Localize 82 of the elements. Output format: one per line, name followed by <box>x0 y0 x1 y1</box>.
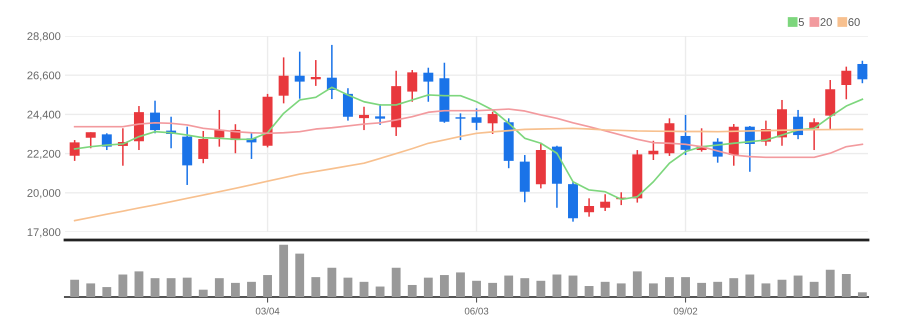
candlestick <box>600 193 610 212</box>
candlestick <box>841 66 852 100</box>
bar <box>102 287 112 297</box>
candlestick <box>294 50 305 100</box>
y-tick-label: 22,200 <box>27 150 60 160</box>
x-tick-label: 09/02 <box>674 307 698 315</box>
candlestick <box>407 69 418 103</box>
candlestick <box>310 59 321 87</box>
bar <box>858 292 867 297</box>
bar <box>568 276 578 297</box>
x-tick-label: 06/03 <box>464 307 488 315</box>
bar <box>778 280 786 297</box>
bar <box>376 286 385 297</box>
bar <box>182 278 192 297</box>
bar <box>504 276 514 297</box>
bar <box>826 270 835 297</box>
y-tick-label: 20,000 <box>27 189 60 198</box>
y-tick-label: 28,800 <box>27 32 60 42</box>
legend-label: 20 <box>820 18 832 26</box>
bar <box>279 244 288 297</box>
bar <box>440 275 449 297</box>
bar <box>842 274 851 297</box>
candlestick <box>86 131 96 150</box>
y-tick-label: 26,600 <box>27 71 60 81</box>
candlestick <box>70 139 80 162</box>
bar <box>295 254 304 297</box>
bar <box>616 283 626 297</box>
y-tick-label: 17,800 <box>28 228 60 238</box>
candlestick <box>278 56 289 104</box>
bar <box>214 278 224 297</box>
bar <box>344 278 352 297</box>
bar <box>166 278 176 297</box>
bar <box>520 278 530 297</box>
bar <box>697 282 706 297</box>
bar <box>247 282 256 297</box>
bar <box>681 277 690 297</box>
candlestick <box>472 108 482 131</box>
bar <box>552 274 562 297</box>
bar <box>150 278 160 297</box>
bar <box>86 283 96 297</box>
bar <box>632 271 642 297</box>
bar <box>536 280 546 297</box>
line-series <box>74 108 864 158</box>
candlestick <box>214 109 224 148</box>
bar <box>424 278 433 297</box>
bar <box>134 271 144 297</box>
legend-label: 60 <box>848 18 860 26</box>
x-tick-label: 03/04 <box>256 307 280 315</box>
bar <box>472 280 481 297</box>
bar <box>488 282 498 297</box>
bar <box>263 275 272 297</box>
y-tick-label: 24,400 <box>27 110 60 120</box>
candlestick <box>584 198 594 218</box>
bar <box>230 282 240 297</box>
candlestick <box>648 140 658 161</box>
bar <box>408 284 417 297</box>
bar <box>584 286 594 297</box>
candlestick <box>150 100 160 134</box>
bar <box>311 277 320 297</box>
bar <box>810 282 819 297</box>
bar <box>198 290 208 297</box>
bar <box>745 274 754 297</box>
bar <box>729 278 738 297</box>
bar <box>118 274 128 297</box>
bar <box>70 280 80 297</box>
bar <box>713 282 722 297</box>
candlestick <box>488 110 498 135</box>
bar <box>327 268 336 297</box>
bar <box>761 283 770 297</box>
candlestick <box>423 66 434 103</box>
candlestick <box>198 130 208 164</box>
bar <box>648 283 658 297</box>
bar <box>456 272 465 297</box>
bar <box>665 277 674 297</box>
candlestick <box>857 60 868 84</box>
candlestick <box>342 87 353 122</box>
bar <box>360 282 368 297</box>
bar <box>794 276 802 297</box>
legend-label: 5 <box>798 18 804 26</box>
candlestick <box>359 106 369 131</box>
bar <box>392 268 401 297</box>
bar <box>600 282 610 297</box>
